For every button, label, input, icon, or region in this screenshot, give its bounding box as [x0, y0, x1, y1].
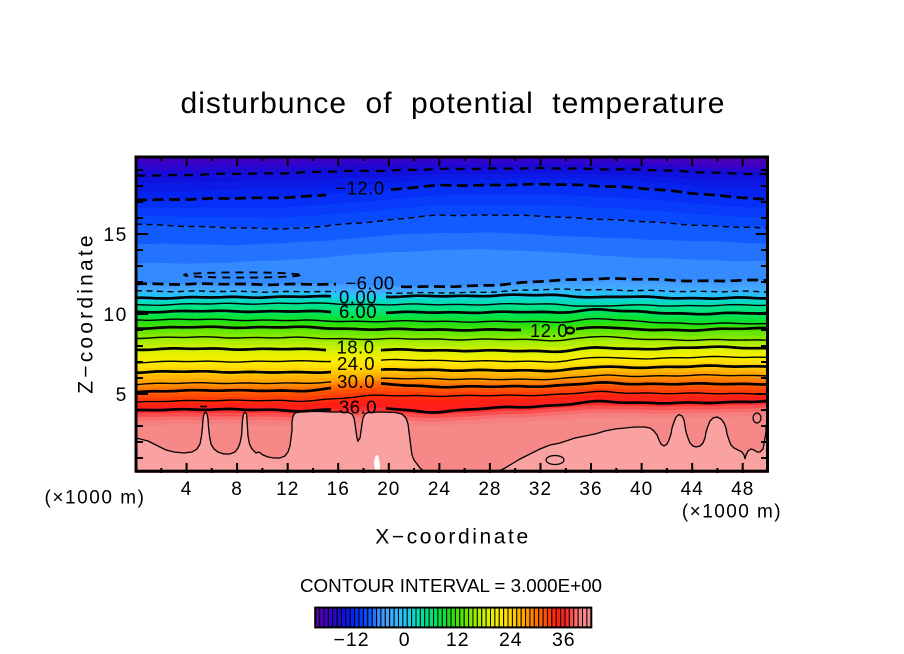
- svg-text:X−coordinate: X−coordinate: [375, 526, 531, 549]
- svg-text:24.0: 24.0: [337, 353, 375, 374]
- svg-text:12.0: 12.0: [530, 320, 568, 341]
- svg-text:−12: −12: [334, 629, 370, 651]
- svg-text:18.0: 18.0: [336, 337, 374, 358]
- svg-text:6.00: 6.00: [339, 301, 377, 322]
- svg-text:44: 44: [681, 479, 704, 500]
- svg-text:−6.00: −6.00: [345, 273, 394, 294]
- svg-text:disturbunce of potential tempe: disturbunce of potential temperature: [180, 87, 725, 120]
- svg-text:0.00: 0.00: [339, 287, 377, 308]
- svg-text:24: 24: [499, 629, 523, 651]
- svg-text:(×1000 m): (×1000 m): [44, 488, 145, 509]
- svg-text:(×1000 m): (×1000 m): [682, 502, 782, 523]
- svg-text:16: 16: [327, 479, 350, 500]
- svg-text:−12.0: −12.0: [335, 178, 384, 199]
- svg-text:20: 20: [377, 479, 400, 500]
- svg-text:4: 4: [181, 479, 193, 500]
- svg-text:48: 48: [731, 479, 754, 500]
- svg-text:28: 28: [478, 479, 501, 500]
- svg-text:8: 8: [231, 479, 243, 500]
- svg-text:CONTOUR INTERVAL = 3.000E+00: CONTOUR INTERVAL = 3.000E+00: [300, 575, 602, 596]
- svg-text:15: 15: [103, 225, 128, 246]
- svg-text:36: 36: [552, 629, 576, 651]
- svg-text:40: 40: [630, 479, 653, 500]
- svg-text:12: 12: [446, 629, 470, 651]
- svg-text:30.0: 30.0: [337, 371, 375, 392]
- svg-text:10: 10: [103, 305, 128, 326]
- svg-text:0: 0: [399, 629, 411, 651]
- svg-text:Z−coordinate: Z−coordinate: [75, 232, 98, 394]
- svg-text:5: 5: [116, 385, 128, 406]
- svg-text:36: 36: [579, 479, 602, 500]
- svg-text:32: 32: [529, 479, 552, 500]
- svg-text:12: 12: [276, 479, 299, 500]
- svg-text:36.0: 36.0: [339, 397, 377, 418]
- svg-text:24: 24: [428, 479, 451, 500]
